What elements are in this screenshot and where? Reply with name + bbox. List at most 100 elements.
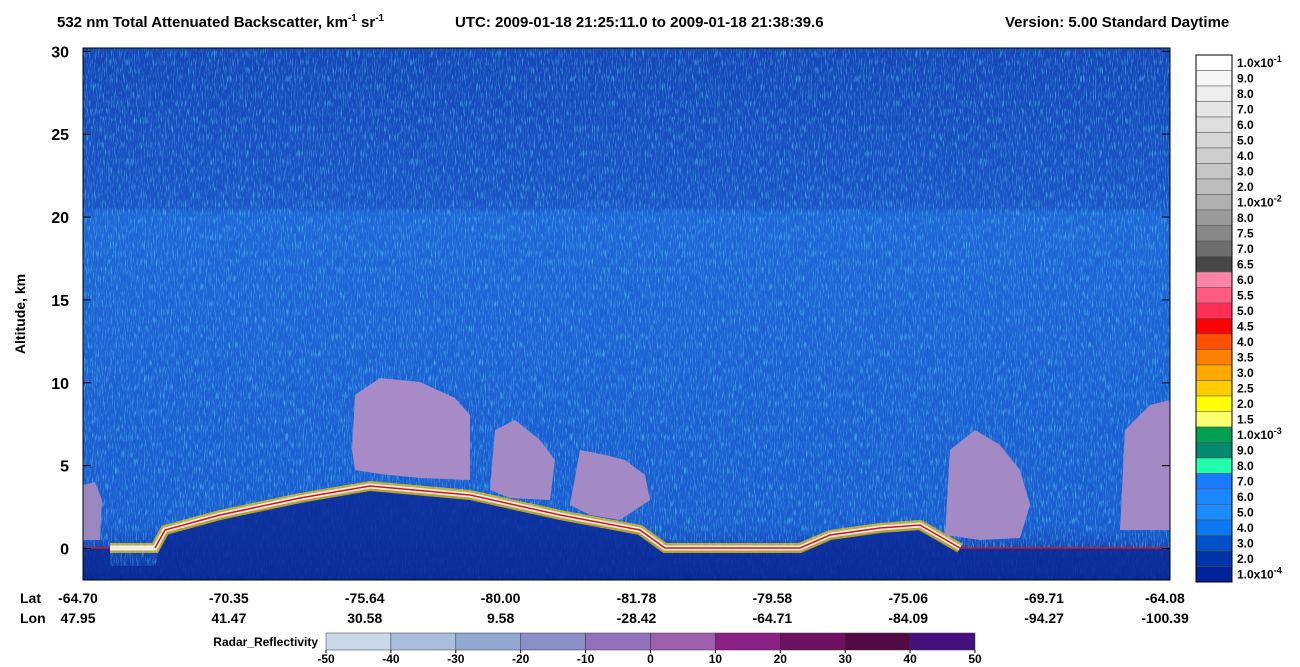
radar-swatch xyxy=(650,632,716,651)
colorbar-label: 5.0 xyxy=(1237,304,1254,318)
colorbar-label: 2.0 xyxy=(1237,397,1254,411)
colorbar-label-base: 1.0x10 xyxy=(1237,428,1274,442)
colorbar-swatch xyxy=(1195,550,1233,567)
colorbar-label: 2.0 xyxy=(1237,180,1254,194)
colorbar-label: 4.0 xyxy=(1237,149,1254,163)
colorbar-label: 3.0 xyxy=(1237,536,1254,550)
lon-tick-label: -100.39 xyxy=(1141,610,1189,626)
lat-tick-label: -79.58 xyxy=(753,590,793,606)
y-tick-label: 0 xyxy=(60,542,69,559)
y-tick-label: 5 xyxy=(60,459,69,476)
colorbar-swatch xyxy=(1195,566,1233,583)
colorbar-swatch xyxy=(1195,426,1233,443)
radar-swatch xyxy=(520,632,586,651)
colorbar-label-base: 1.0x10 xyxy=(1237,567,1274,581)
radar-tick-label: -30 xyxy=(447,652,465,666)
lat-tick-label: -69.71 xyxy=(1024,590,1064,606)
colorbar-label: 3.0 xyxy=(1237,164,1254,178)
colorbar-swatch xyxy=(1195,380,1233,397)
radar-tick-label: 0 xyxy=(647,652,654,666)
colorbar-label: 3.5 xyxy=(1237,350,1254,364)
chart-title: 532 nm Total Attenuated Backscatter, km-… xyxy=(57,13,1229,31)
radar-tick-label: 20 xyxy=(774,652,788,666)
lat-tick-label: -75.64 xyxy=(345,590,385,606)
colorbar-label: 9.0 xyxy=(1237,443,1254,457)
radar-tick-label: 50 xyxy=(968,652,982,666)
radar-tick-label: -20 xyxy=(512,652,530,666)
colorbar-swatch xyxy=(1195,54,1233,71)
colorbar-label: 8.0 xyxy=(1237,211,1254,225)
y-tick-label: 10 xyxy=(51,376,69,393)
lon-tick-label: -28.42 xyxy=(617,610,657,626)
colorbar-label: 1.0x10-4 xyxy=(1237,565,1282,581)
colorbar-swatch xyxy=(1195,457,1233,474)
colorbar-swatch xyxy=(1195,116,1233,133)
colorbar-label-exp: -2 xyxy=(1274,193,1282,203)
plot-background xyxy=(83,48,1170,580)
colorbar-label: 5.0 xyxy=(1237,505,1254,519)
colorbar-swatch xyxy=(1195,395,1233,412)
colorbar-label: 6.5 xyxy=(1237,257,1254,271)
y-tick-label: 30 xyxy=(51,44,69,61)
radar-swatch xyxy=(455,632,521,651)
lon-tick-label: 30.58 xyxy=(347,610,382,626)
colorbar-swatch xyxy=(1195,535,1233,552)
lat-tick-label: -80.00 xyxy=(481,590,521,606)
y-axis-label: Altitude, km xyxy=(12,274,28,354)
lat-label: Lat xyxy=(20,590,41,606)
colorbar-swatch xyxy=(1195,271,1233,288)
colorbar-swatch xyxy=(1195,147,1233,164)
radar-swatch xyxy=(585,632,651,651)
colorbar-frame xyxy=(1195,54,1233,583)
lat-tick-label: -81.78 xyxy=(617,590,657,606)
radar-swatch xyxy=(715,632,781,651)
colorbar-swatch xyxy=(1195,333,1233,350)
lon-tick-label: 9.58 xyxy=(487,610,514,626)
lat-tick-label: -64.08 xyxy=(1145,590,1185,606)
colorbar-swatch xyxy=(1195,256,1233,273)
colorbar-label: 8.0 xyxy=(1237,459,1254,473)
colorbar-swatch xyxy=(1195,194,1233,211)
colorbar-swatch xyxy=(1195,101,1233,118)
colorbar-swatch xyxy=(1195,364,1233,381)
colorbar-label: 6.0 xyxy=(1237,490,1254,504)
colorbar-swatch xyxy=(1195,302,1233,319)
lon-label: Lon xyxy=(20,610,46,626)
y-tick-label: 15 xyxy=(51,293,69,310)
colorbar-swatch xyxy=(1195,132,1233,149)
radar-tick-label: -50 xyxy=(317,652,335,666)
colorbar-label-base: 1.0x10 xyxy=(1237,56,1274,70)
colorbar-swatch xyxy=(1195,163,1233,180)
colorbar-swatch xyxy=(1195,473,1233,490)
lat-tick-label: -64.70 xyxy=(58,590,98,606)
colorbar-label: 1.0x10-1 xyxy=(1237,54,1282,70)
colorbar-label: 8.0 xyxy=(1237,87,1254,101)
colorbar-label: 7.5 xyxy=(1237,226,1254,240)
colorbar-swatch xyxy=(1195,411,1233,428)
colorbar-label: 7.0 xyxy=(1237,242,1254,256)
radar-swatch xyxy=(909,632,976,651)
colorbar-label-base: 1.0x10 xyxy=(1237,195,1274,209)
lon-tick-label: 41.47 xyxy=(211,610,246,626)
colorbar-swatch xyxy=(1195,519,1233,536)
colorbar-swatch xyxy=(1195,70,1233,87)
radar-tick-label: 30 xyxy=(839,652,853,666)
lat-tick-label: -70.35 xyxy=(209,590,249,606)
colorbar-swatch xyxy=(1195,209,1233,226)
lon-tick-label: -94.27 xyxy=(1024,610,1064,626)
radar-swatch xyxy=(780,632,846,651)
colorbar-swatch xyxy=(1195,349,1233,366)
colorbar-swatch xyxy=(1195,488,1233,505)
colorbar-label: 6.0 xyxy=(1237,273,1254,287)
colorbar-swatch xyxy=(1195,178,1233,195)
lat-tick-label: -75.06 xyxy=(888,590,928,606)
lon-tick-label: -84.09 xyxy=(888,610,928,626)
radar-label: Radar_Reflectivity xyxy=(213,635,318,649)
lon-tick-label: -64.71 xyxy=(753,610,793,626)
colorbar-label: 5.5 xyxy=(1237,288,1254,302)
radar-tick-label: -40 xyxy=(382,652,400,666)
colorbar-label: 5.0 xyxy=(1237,133,1254,147)
plot-frame xyxy=(82,47,1171,581)
colorbar-label: 2.5 xyxy=(1237,381,1254,395)
